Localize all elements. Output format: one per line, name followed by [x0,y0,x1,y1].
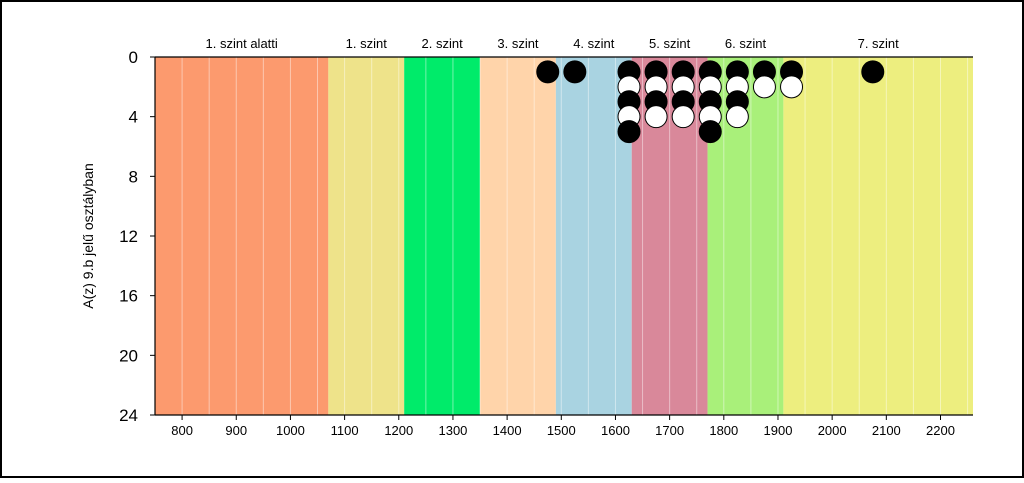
level-band-label: 4. szint [573,36,615,51]
level-band [404,57,481,415]
marker-white [725,105,749,129]
marker-black [698,120,722,144]
x-tick-label: 900 [225,423,247,438]
x-tick-label: 1000 [276,423,305,438]
y-tick-label: 0 [129,48,138,67]
grid-lines [181,57,969,415]
level-band [328,57,405,415]
marker-black [536,60,560,84]
x-tick-label: 1300 [438,423,467,438]
x-tick-label: 1700 [655,423,684,438]
marker-white [671,105,695,129]
y-tick-label: 4 [129,108,138,127]
marker-black [861,60,885,84]
level-band-label: 5. szint [649,36,691,51]
level-band [480,57,556,415]
x-tick-label: 1100 [331,423,359,438]
x-tick-label: 1200 [384,423,413,438]
level-band-label: 2. szint [422,36,464,51]
marker-white [752,75,776,99]
x-tick-label: 2000 [818,423,847,438]
y-tick-label: 24 [119,406,138,425]
marker-white [644,105,668,129]
x-tick-label: 2100 [872,423,901,438]
level-band [783,57,973,415]
level-band-label: 1. szint alatti [206,36,278,51]
y-tick-label: 12 [119,227,138,246]
marker-black [617,120,641,144]
level-band [631,57,708,415]
level-band-label: 3. szint [497,36,539,51]
x-tick-label: 1500 [547,423,576,438]
axes: 800 900 1000 1100 1200 1300 1400 1500 1600 1700 18… [119,48,973,438]
level-band-labels: 1. szint alatti 1. szint 2. szint 3. szint 4… [206,36,900,51]
x-tick-label: 800 [171,423,193,438]
y-tick-label: 16 [119,287,138,306]
level-band-label: 7. szint [858,36,900,51]
level-bands [155,57,973,415]
x-tick-label: 1800 [709,423,738,438]
marker-white [780,75,804,99]
data-markers [536,60,885,144]
level-band-label: 1. szint [346,36,388,51]
x-tick-label: 1600 [601,423,630,438]
y-tick-label: 20 [119,346,138,365]
level-band-label: 6. szint [725,36,767,51]
level-band [155,57,329,415]
x-tick-label: 1900 [764,423,793,438]
y-tick-label: 8 [129,167,138,186]
x-tick-label: 1400 [493,423,522,438]
marker-black [563,60,587,84]
x-tick-label: 2200 [926,423,955,438]
y-axis-label: A(z) 9.b jelű osztályban [80,163,96,309]
